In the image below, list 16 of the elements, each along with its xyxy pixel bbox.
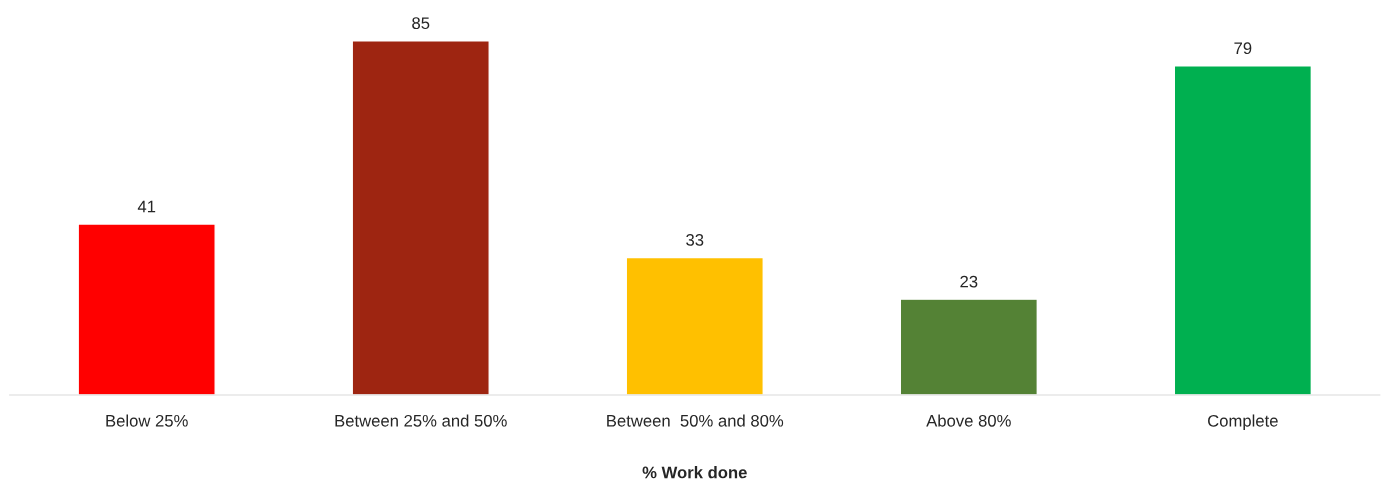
x-tick-label: Between 50% and 80%	[607, 414, 784, 427]
bar	[899, 298, 1039, 395]
x-tick-label: Above 80%	[926, 414, 1011, 427]
data-label: 33	[686, 234, 704, 246]
data-label: 85	[412, 17, 430, 30]
bar	[77, 223, 216, 395]
data-label: 79	[1234, 42, 1252, 55]
x-tick-label: Between 25% and 50%	[335, 414, 507, 427]
x-tick-label: Complete	[1208, 414, 1278, 430]
x-tick-label: Below 25%	[106, 414, 188, 427]
data-label: 41	[137, 200, 156, 213]
x-axis-title: % Work done	[642, 466, 747, 479]
bar	[625, 256, 764, 395]
data-label: 23	[960, 275, 978, 288]
bar	[351, 40, 490, 395]
bar	[1173, 65, 1313, 395]
